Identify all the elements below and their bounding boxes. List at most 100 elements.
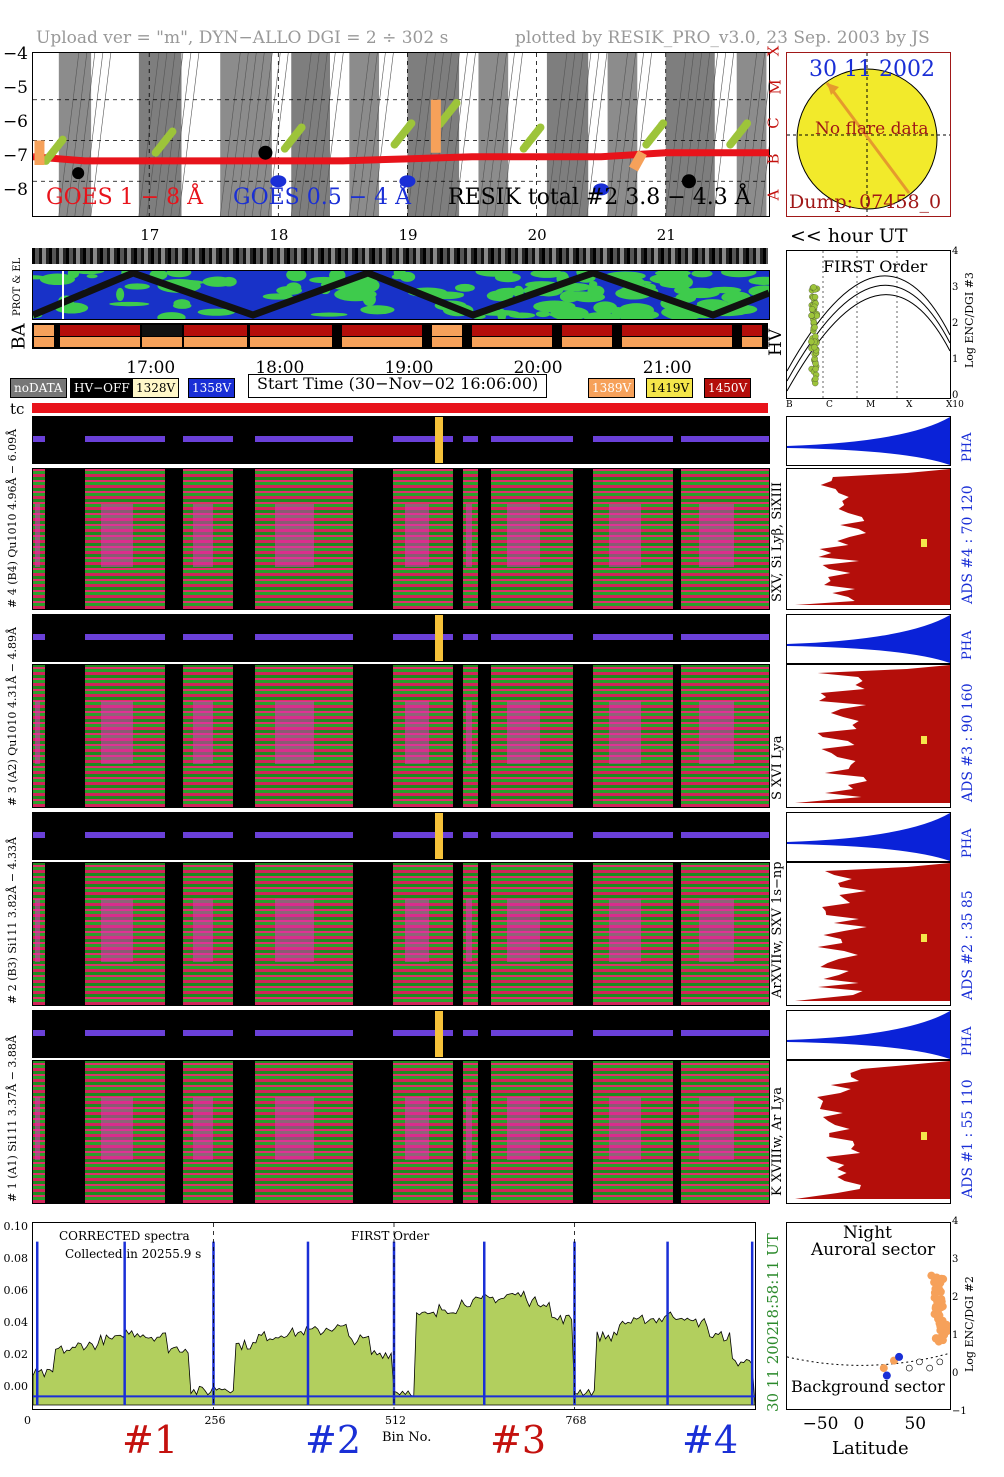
first-order-point [811, 293, 819, 301]
goes-hatch [562, 53, 584, 216]
goes-hatch [554, 53, 576, 216]
first-order-xtick: X [906, 400, 913, 410]
channel-lines-1: SXV, Si Lyβ, SiXIII [770, 482, 785, 602]
spectrogram-hotspot [274, 1096, 314, 1161]
pha-band [33, 832, 45, 838]
spectrogram-block [593, 665, 673, 807]
resik-black-point [258, 145, 273, 160]
first-order-ytick: 3 [952, 282, 959, 293]
first-order-curve [787, 294, 950, 392]
first-order-ytick: 1 [952, 354, 959, 365]
pha-band [85, 1030, 165, 1036]
goes-hatch [546, 53, 568, 216]
orbit-land [362, 278, 380, 292]
first-order-point [813, 312, 821, 319]
spectrogram-hotspot [35, 504, 41, 567]
ba-segment [742, 325, 762, 336]
goes-hatch [744, 53, 766, 216]
orbit-land [399, 271, 416, 282]
legend-1389v: 1389V [588, 378, 636, 398]
goes-hatch [586, 53, 608, 216]
goes-hatch [154, 53, 176, 216]
resik-point [743, 119, 752, 128]
legend-1358v: 1358V [188, 378, 236, 398]
goes-hour-tick: 18 [269, 226, 289, 244]
goes-class-label: C [764, 117, 783, 129]
spectrogram-hotspot [507, 898, 541, 963]
ba-segment [622, 325, 732, 336]
spectrogram-block [593, 863, 673, 1005]
goes-hatch [146, 53, 168, 216]
ba-segment [142, 337, 182, 347]
goes-hatch [82, 53, 104, 216]
pha-hist-shape [787, 1011, 950, 1059]
first-order-point [812, 333, 819, 340]
auroral-label: Auroral sector [811, 1240, 936, 1260]
ba-segment [562, 337, 612, 347]
gray-strip [32, 248, 768, 264]
spectrogram-2 [32, 664, 770, 808]
ba-segment [34, 325, 54, 336]
goes-hatch [314, 53, 336, 216]
pha-band [491, 1030, 573, 1036]
orbit-land [116, 287, 125, 302]
latitude-ylabel: Log ENC/DGI #2 [963, 1276, 976, 1372]
orbit-land [691, 271, 713, 278]
orbit-land [562, 291, 595, 298]
latitude-ytick: 1 [952, 1330, 959, 1341]
time-axis-tick: 17:00 [126, 358, 176, 378]
spectrogram-block [491, 469, 573, 609]
spectrogram-hotspot [101, 898, 133, 963]
goes-hatch [486, 53, 507, 216]
ads-label-2: ADS #3 : 90 160 [960, 683, 976, 802]
goes-hatch [415, 53, 436, 216]
pha-band [463, 832, 478, 838]
spectrogram-hotspot [274, 504, 314, 567]
channel-label-1: # 4 (B4) Qu1010 4.96Å − 6.09Å [6, 428, 19, 608]
sun-disk [787, 53, 950, 216]
goes-hour-tick: 21 [656, 226, 676, 244]
goes-hatch [455, 53, 476, 216]
goes-orange-flare [629, 150, 647, 172]
goes-hatch [736, 53, 758, 216]
resik-point [407, 119, 416, 128]
ba-segment [622, 337, 732, 347]
spectrogram-block [681, 1061, 769, 1203]
hour-axis: 17 18 19 20 21 [32, 226, 768, 246]
latitude-ytick: 3 [952, 1254, 959, 1265]
orbit-land [495, 287, 523, 296]
orbit-land [286, 282, 302, 293]
goes-hatch [178, 53, 200, 216]
auroral-point [934, 1275, 943, 1284]
ba-segment [60, 337, 140, 347]
resik-black-point [681, 174, 696, 189]
background-point [882, 1371, 891, 1380]
ads-label-3: ADS #2 : 35 85 [960, 890, 976, 1000]
pha-strip-4 [32, 1010, 770, 1058]
auroral-point [938, 1336, 947, 1345]
latitude-open-point [926, 1364, 933, 1372]
spectrogram-block [85, 469, 165, 609]
spectrum-ytick: 0.02 [3, 1348, 29, 1361]
orbit-land [310, 312, 348, 317]
legend-1328v: 1328V [132, 378, 180, 398]
orbit-land [730, 271, 742, 278]
orbit-land [157, 312, 186, 319]
pha-hist-shape [787, 813, 950, 861]
ads-hist-2 [786, 664, 951, 808]
spectrogram-block [183, 863, 233, 1005]
goes-hatch [66, 53, 88, 216]
tc-label: tc [10, 400, 25, 418]
spectrogram-hotspot [466, 700, 472, 765]
ads-marker [921, 736, 927, 744]
pha-band [593, 832, 673, 838]
orbit-land [587, 285, 605, 297]
resik-point [58, 135, 67, 144]
ads-label-1: ADS #4 : 70 120 [960, 485, 976, 604]
goes-ytick: −5 [2, 78, 28, 98]
goes-hatch [227, 53, 249, 216]
orbit-land [583, 312, 617, 319]
ads-hist-4 [786, 1060, 951, 1204]
goes-hatch [607, 53, 628, 216]
time-axis-tick: 21:00 [642, 358, 692, 378]
